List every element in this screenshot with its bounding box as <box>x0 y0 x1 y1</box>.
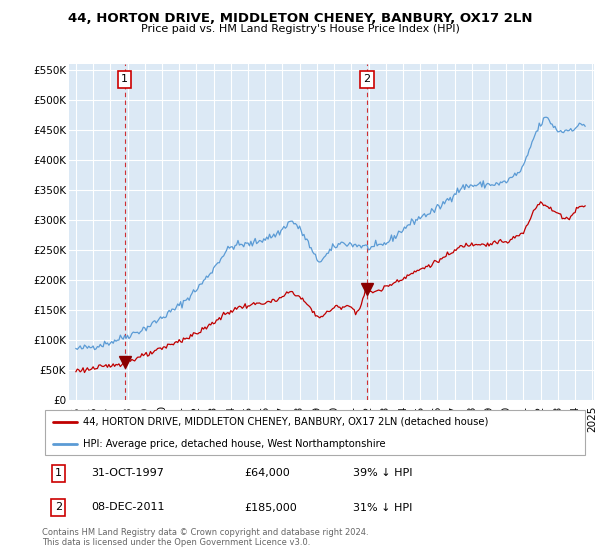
Text: HPI: Average price, detached house, West Northamptonshire: HPI: Average price, detached house, West… <box>83 438 386 449</box>
Text: 2: 2 <box>364 74 371 85</box>
Text: 1: 1 <box>121 74 128 85</box>
Text: 44, HORTON DRIVE, MIDDLETON CHENEY, BANBURY, OX17 2LN: 44, HORTON DRIVE, MIDDLETON CHENEY, BANB… <box>68 12 532 25</box>
Text: 44, HORTON DRIVE, MIDDLETON CHENEY, BANBURY, OX17 2LN (detached house): 44, HORTON DRIVE, MIDDLETON CHENEY, BANB… <box>83 417 488 427</box>
Text: 08-DEC-2011: 08-DEC-2011 <box>91 502 164 512</box>
Text: 31% ↓ HPI: 31% ↓ HPI <box>353 502 413 512</box>
Text: 1: 1 <box>55 468 62 478</box>
Text: £185,000: £185,000 <box>244 502 297 512</box>
Text: 31-OCT-1997: 31-OCT-1997 <box>91 468 164 478</box>
Text: Contains HM Land Registry data © Crown copyright and database right 2024.
This d: Contains HM Land Registry data © Crown c… <box>42 528 368 547</box>
Text: 39% ↓ HPI: 39% ↓ HPI <box>353 468 413 478</box>
FancyBboxPatch shape <box>45 410 585 455</box>
Text: 2: 2 <box>55 502 62 512</box>
Text: Price paid vs. HM Land Registry's House Price Index (HPI): Price paid vs. HM Land Registry's House … <box>140 24 460 34</box>
Text: £64,000: £64,000 <box>244 468 290 478</box>
